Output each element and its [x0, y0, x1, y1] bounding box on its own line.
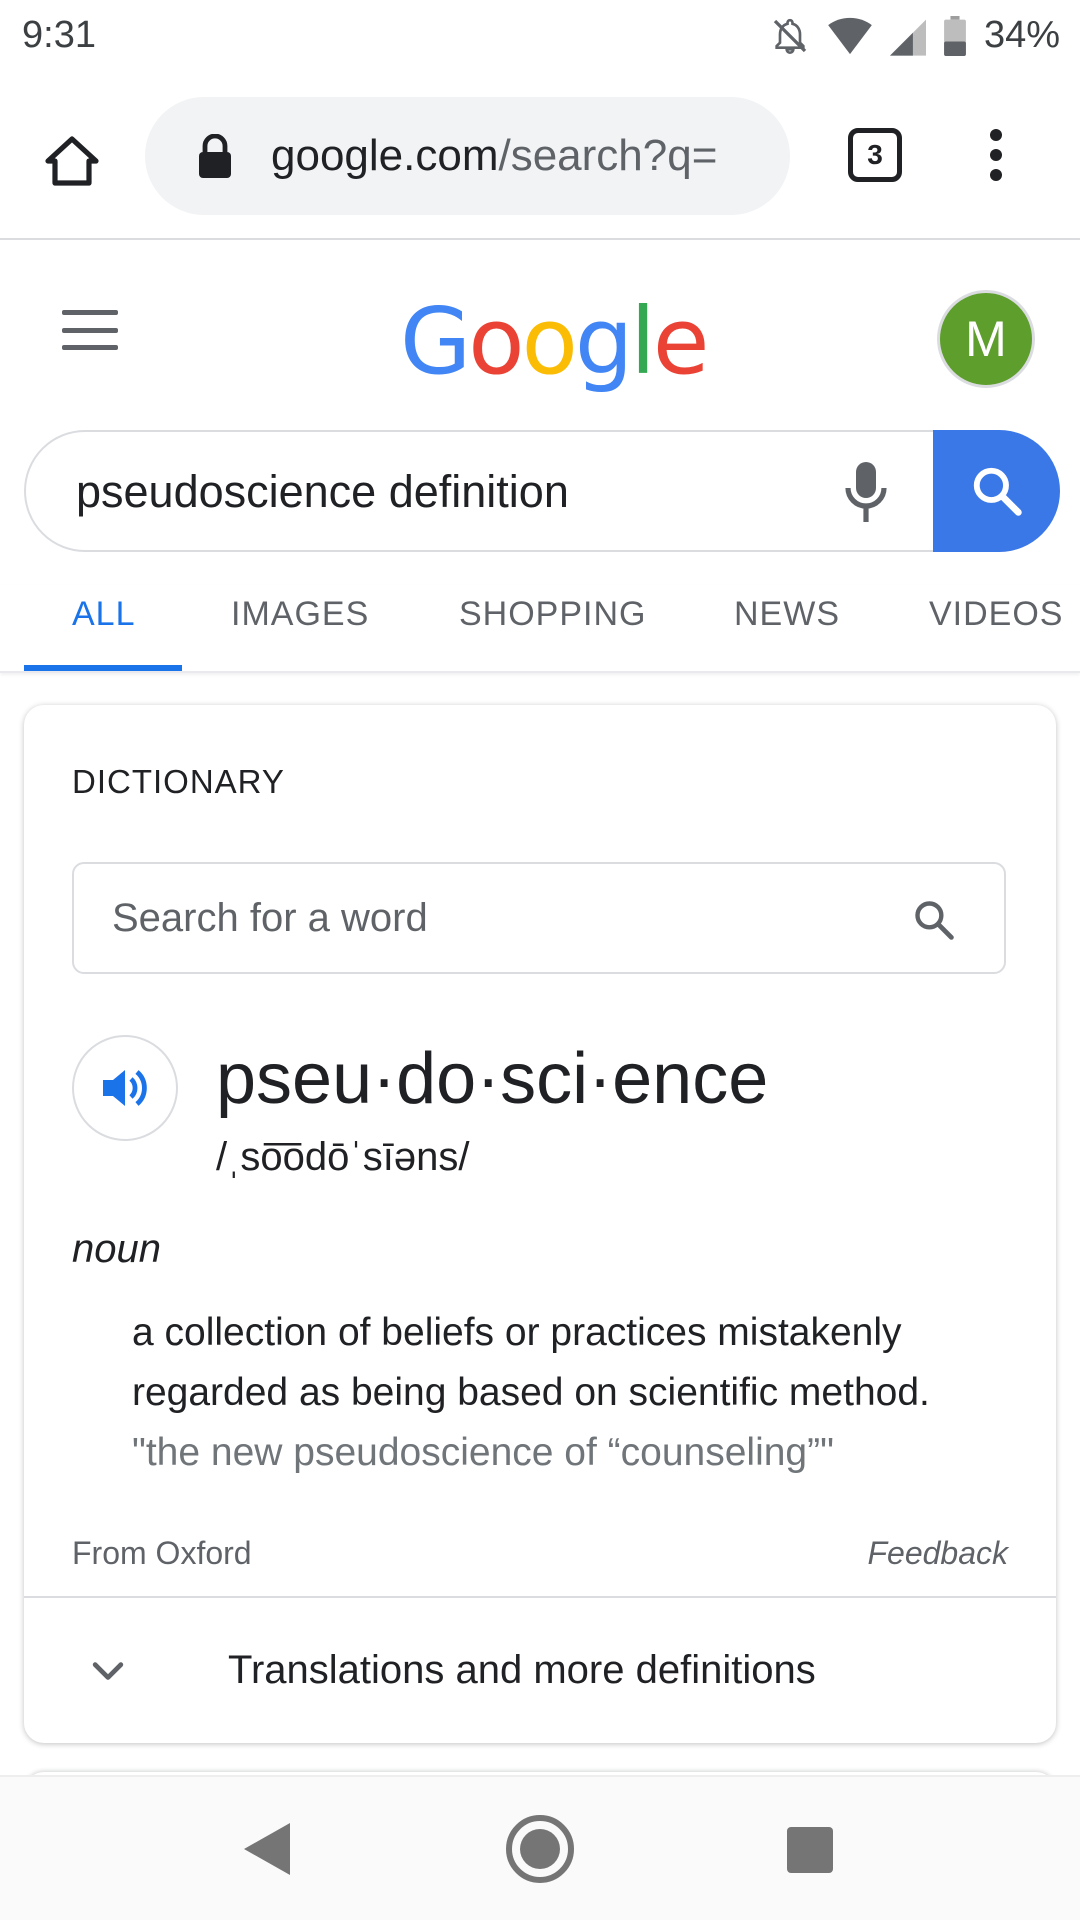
divider	[24, 1596, 1056, 1598]
tab-count: 3	[867, 139, 883, 170]
back-icon[interactable]	[242, 1821, 292, 1877]
chevron-down-icon	[92, 1662, 124, 1680]
more-definitions-expander[interactable]: Translations and more definitions	[24, 1598, 1056, 1743]
browser-toolbar: google.com/search?q= 3	[0, 75, 1080, 240]
microphone-icon	[845, 462, 887, 522]
account-avatar[interactable]: M	[937, 290, 1035, 388]
source-attribution: From Oxford	[72, 1535, 252, 1571]
definition-text: a collection of beliefs or practices mis…	[132, 1311, 930, 1414]
dictionary-card: DICTIONARY Search for a word pseu·do·sci…	[24, 705, 1056, 1743]
search-bar: pseudoscience definition	[24, 430, 1060, 552]
lock-icon	[199, 134, 231, 178]
home-icon	[45, 136, 99, 186]
wifi-icon	[828, 17, 872, 54]
url-domain: google.com	[271, 131, 499, 180]
headword: pseu·do·sci·ence	[216, 1039, 769, 1119]
part-of-speech: noun	[72, 1227, 161, 1271]
hamburger-menu-icon[interactable]	[62, 310, 118, 350]
search-icon	[973, 467, 1022, 516]
recents-icon[interactable]	[787, 1827, 833, 1873]
system-navigation-bar	[0, 1775, 1080, 1920]
status-time: 9:31	[22, 14, 96, 56]
example-sentence: "the new pseudoscience of “counseling”"	[132, 1431, 834, 1474]
signal-icon	[889, 19, 926, 56]
tab-news[interactable]: NEWS	[734, 595, 840, 633]
word-search-field[interactable]: Search for a word	[72, 862, 1006, 974]
google-header: Google M	[0, 258, 1080, 418]
status-bar: 9:31 34%	[0, 0, 1080, 75]
active-tab-indicator	[24, 665, 182, 671]
more-vert-icon[interactable]	[976, 125, 1016, 185]
bell-off-icon	[773, 18, 807, 54]
speaker-icon	[103, 1070, 147, 1106]
search-button[interactable]	[933, 430, 1060, 552]
tab-images[interactable]: IMAGES	[231, 595, 370, 633]
battery-icon	[944, 15, 966, 56]
search-icon[interactable]	[912, 898, 956, 942]
address-bar[interactable]: google.com/search?q=	[145, 97, 790, 215]
tab-all[interactable]: ALL	[72, 595, 136, 633]
url-text: google.com/search?q=	[271, 131, 717, 181]
battery-percentage: 34%	[983, 14, 1060, 56]
search-tabs: ALL IMAGES SHOPPING NEWS VIDEOS	[0, 585, 1080, 673]
card-title: DICTIONARY	[72, 763, 285, 800]
feedback-link[interactable]: Feedback	[867, 1535, 1008, 1571]
url-path: /search?q=	[498, 131, 718, 180]
word-search-placeholder: Search for a word	[112, 896, 428, 940]
home-circle-icon[interactable]	[505, 1814, 575, 1884]
google-logo[interactable]: Google	[400, 288, 709, 395]
home-button[interactable]	[36, 125, 108, 197]
tab-shopping[interactable]: SHOPPING	[459, 595, 647, 633]
pronunciation-button[interactable]	[72, 1035, 178, 1141]
tab-videos[interactable]: VIDEOS	[929, 595, 1064, 633]
phonetic-spelling: /ˌso͞odōˈsīəns/	[216, 1135, 470, 1179]
tabs-icon[interactable]: 3	[848, 128, 902, 182]
more-definitions-label: Translations and more definitions	[228, 1648, 816, 1692]
status-icons: 34%	[770, 14, 1060, 57]
voice-search-button[interactable]	[836, 458, 896, 528]
search-input[interactable]: pseudoscience definition	[76, 466, 569, 517]
